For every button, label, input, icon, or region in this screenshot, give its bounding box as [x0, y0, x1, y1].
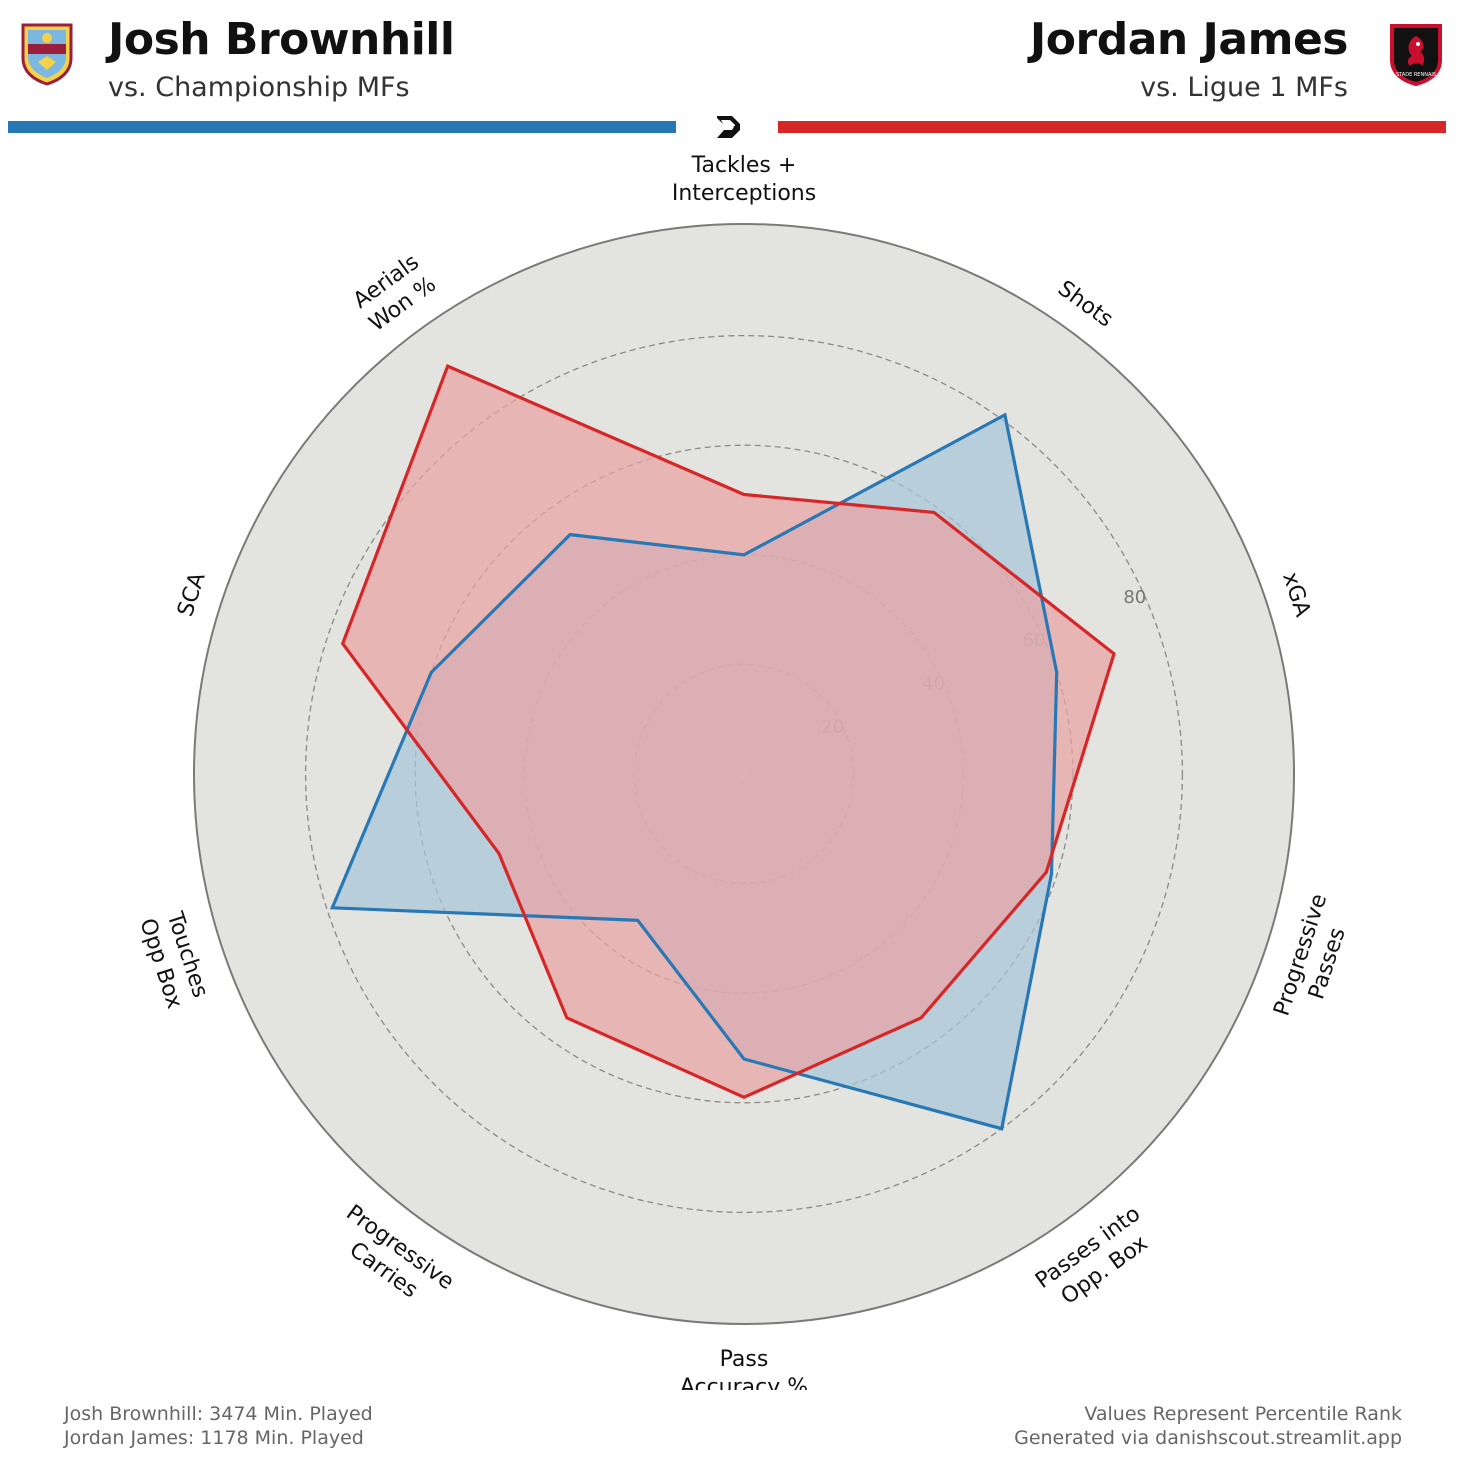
radar-series	[329, 363, 1116, 1131]
burnley-crest-icon	[21, 23, 73, 86]
left-player-comparison: vs. Championship MFs	[108, 72, 410, 103]
danishscout-logo-icon	[717, 116, 740, 138]
right-player-name: Jordan James	[1029, 14, 1349, 65]
axis-label: Accuracy %	[680, 1375, 808, 1390]
radar-chart: 20406080 Tackles +InterceptionsShotsxGAP…	[134, 153, 1350, 1390]
axis-label: Interceptions	[672, 181, 816, 206]
axis-label: Shots	[1053, 276, 1117, 332]
series-line	[340, 363, 1116, 1100]
axis-label: Pass	[720, 1347, 769, 1372]
axis-label-group: SCA	[173, 570, 210, 620]
header: Josh Brownhill vs. Championship MFs Jord…	[0, 0, 1460, 150]
axis-label: Tackles +	[691, 153, 797, 178]
footer-right-line1: Values Represent Percentile Rank	[1084, 1403, 1402, 1425]
left-player-name: Josh Brownhill	[108, 14, 455, 65]
axis-label-group: xGA	[1277, 569, 1315, 620]
right-color-bar	[778, 121, 1446, 133]
series-area	[342, 366, 1114, 1098]
axis-label-group: Pass Accuracy %	[680, 1347, 808, 1390]
series-line	[329, 412, 1059, 1131]
stade-rennais-crest-icon: STADE RENNAIS	[1390, 24, 1442, 86]
footer-credits: Values Represent Percentile Rank Generat…	[1014, 1402, 1402, 1450]
axis-label-group: Tackles + Interceptions	[672, 153, 816, 206]
footer-left-line1: Josh Brownhill: 3474 Min. Played	[64, 1403, 373, 1425]
axis-label: xGA	[1277, 569, 1315, 620]
axis-label-group: Shots	[1053, 276, 1117, 332]
footer-left-line2: Jordan James: 1178 Min. Played	[64, 1427, 364, 1449]
ring-tick-label: 80	[1123, 587, 1146, 608]
footer-right-line2: Generated via danishscout.streamlit.app	[1014, 1427, 1402, 1449]
footer-minutes: Josh Brownhill: 3474 Min. Played Jordan …	[64, 1402, 373, 1450]
grid-ring	[304, 334, 1184, 1214]
crest-text: STADE RENNAIS	[1396, 72, 1436, 78]
axis-label: SCA	[173, 570, 210, 620]
left-color-bar	[8, 121, 676, 133]
right-player-comparison: vs. Ligue 1 MFs	[1140, 72, 1348, 103]
